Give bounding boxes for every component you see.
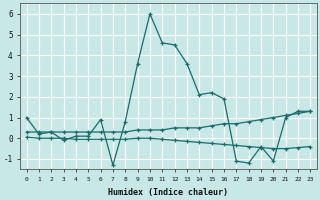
X-axis label: Humidex (Indice chaleur): Humidex (Indice chaleur) — [108, 188, 228, 197]
